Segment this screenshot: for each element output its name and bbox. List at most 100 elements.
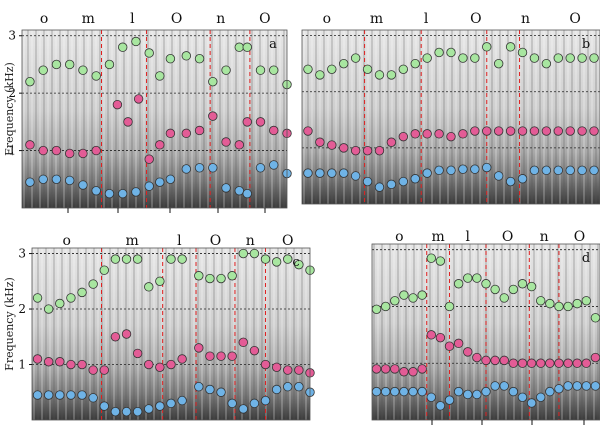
point-f2-19 [517, 126, 528, 136]
y-tick-label: 2 [8, 86, 16, 100]
point-f3-2 [315, 70, 325, 80]
point-f2-18 [242, 117, 252, 127]
point-f2-2 [315, 137, 325, 147]
point-f3-23 [283, 254, 293, 264]
point-f2-24 [294, 365, 304, 375]
panel-frame [301, 29, 600, 205]
point-f2-12 [155, 362, 165, 372]
point-f2-19 [255, 117, 266, 127]
point-f3-15 [208, 76, 218, 87]
y-tick-label: 3 [18, 247, 26, 261]
point-f1-13 [481, 386, 491, 397]
point-f3-9 [444, 301, 455, 312]
point-f2-14 [458, 129, 468, 139]
point-f3-22 [563, 301, 573, 312]
point-f1-8 [110, 406, 121, 417]
point-f1-21 [554, 384, 564, 394]
point-f2-15 [470, 126, 480, 136]
point-f3-12 [155, 276, 165, 286]
y-tick-label: 3 [8, 29, 16, 43]
point-f1-16 [508, 386, 519, 397]
point-f3-20 [529, 53, 540, 63]
point-f2-13 [181, 128, 192, 139]
point-f3-14 [177, 254, 187, 264]
point-f1-7 [104, 188, 115, 199]
panel-frame [371, 243, 600, 421]
point-f3-9 [398, 64, 409, 74]
point-f1-2 [315, 168, 325, 178]
point-f2-13 [166, 359, 176, 370]
point-f2-22 [271, 362, 282, 372]
point-f3-9 [131, 36, 141, 47]
phoneme-label: n [521, 11, 530, 27]
point-f3-8 [386, 70, 397, 80]
point-f1-3 [55, 390, 65, 400]
point-f2-6 [91, 145, 101, 156]
point-f2-7 [374, 145, 385, 156]
point-f3-16 [482, 42, 492, 52]
phoneme-label: o [40, 11, 48, 27]
point-f1-20 [545, 386, 555, 397]
point-f3-11 [463, 273, 473, 283]
point-f2-4 [64, 148, 75, 159]
point-f2-8 [386, 137, 397, 147]
point-f1-18 [526, 398, 537, 408]
point-f2-18 [526, 358, 537, 368]
point-f1-6 [91, 186, 101, 196]
point-f3-1 [371, 304, 382, 314]
y-tick-label: 1 [18, 358, 26, 372]
point-f2-21 [541, 126, 552, 136]
point-f1-15 [194, 382, 204, 392]
point-f1-5 [350, 171, 361, 181]
point-f1-15 [208, 163, 218, 173]
point-f2-3 [51, 145, 62, 156]
point-f2-3 [327, 140, 337, 150]
point-f2-7 [426, 330, 436, 340]
phoneme-label: O [210, 233, 221, 249]
point-f1-4 [339, 168, 349, 178]
point-f3-20 [545, 298, 555, 309]
point-f1-8 [435, 401, 446, 411]
panel-label: d [582, 251, 590, 266]
point-f2-10 [453, 338, 464, 349]
point-f1-20 [269, 160, 279, 170]
point-f3-17 [493, 58, 504, 69]
point-f2-14 [177, 354, 187, 364]
point-f1-8 [117, 188, 128, 199]
point-f1-18 [242, 188, 252, 199]
point-f3-23 [565, 53, 575, 63]
point-f3-13 [481, 279, 491, 289]
point-f2-21 [554, 358, 564, 368]
point-f2-25 [590, 352, 600, 363]
point-f3-6 [88, 279, 98, 289]
point-f3-18 [227, 271, 237, 281]
point-f3-13 [181, 51, 192, 61]
series-f3 [371, 253, 600, 323]
point-f1-22 [553, 165, 563, 176]
point-f1-3 [390, 386, 400, 397]
point-f3-4 [339, 58, 349, 69]
phoneme-label: n [246, 233, 255, 249]
panel-label: c [292, 255, 299, 270]
point-f2-16 [482, 126, 492, 136]
point-f2-21 [260, 359, 271, 370]
phoneme-label: O [502, 229, 513, 245]
point-f3-18 [526, 281, 537, 292]
point-f3-7 [104, 59, 115, 70]
point-f1-11 [155, 177, 165, 187]
point-f2-13 [446, 131, 456, 142]
point-f3-5 [408, 293, 418, 303]
point-f3-18 [242, 42, 252, 52]
point-f2-1 [371, 364, 382, 374]
point-f2-18 [505, 126, 516, 136]
point-f1-10 [144, 181, 154, 191]
point-f3-2 [38, 65, 48, 75]
phoneme-label: m [125, 233, 138, 249]
point-f3-12 [472, 273, 482, 283]
point-f3-25 [590, 313, 600, 323]
point-f3-23 [572, 298, 582, 309]
phoneme-label: o [395, 229, 403, 245]
y-tick-label: 2 [18, 302, 26, 316]
point-f3-4 [66, 293, 76, 303]
